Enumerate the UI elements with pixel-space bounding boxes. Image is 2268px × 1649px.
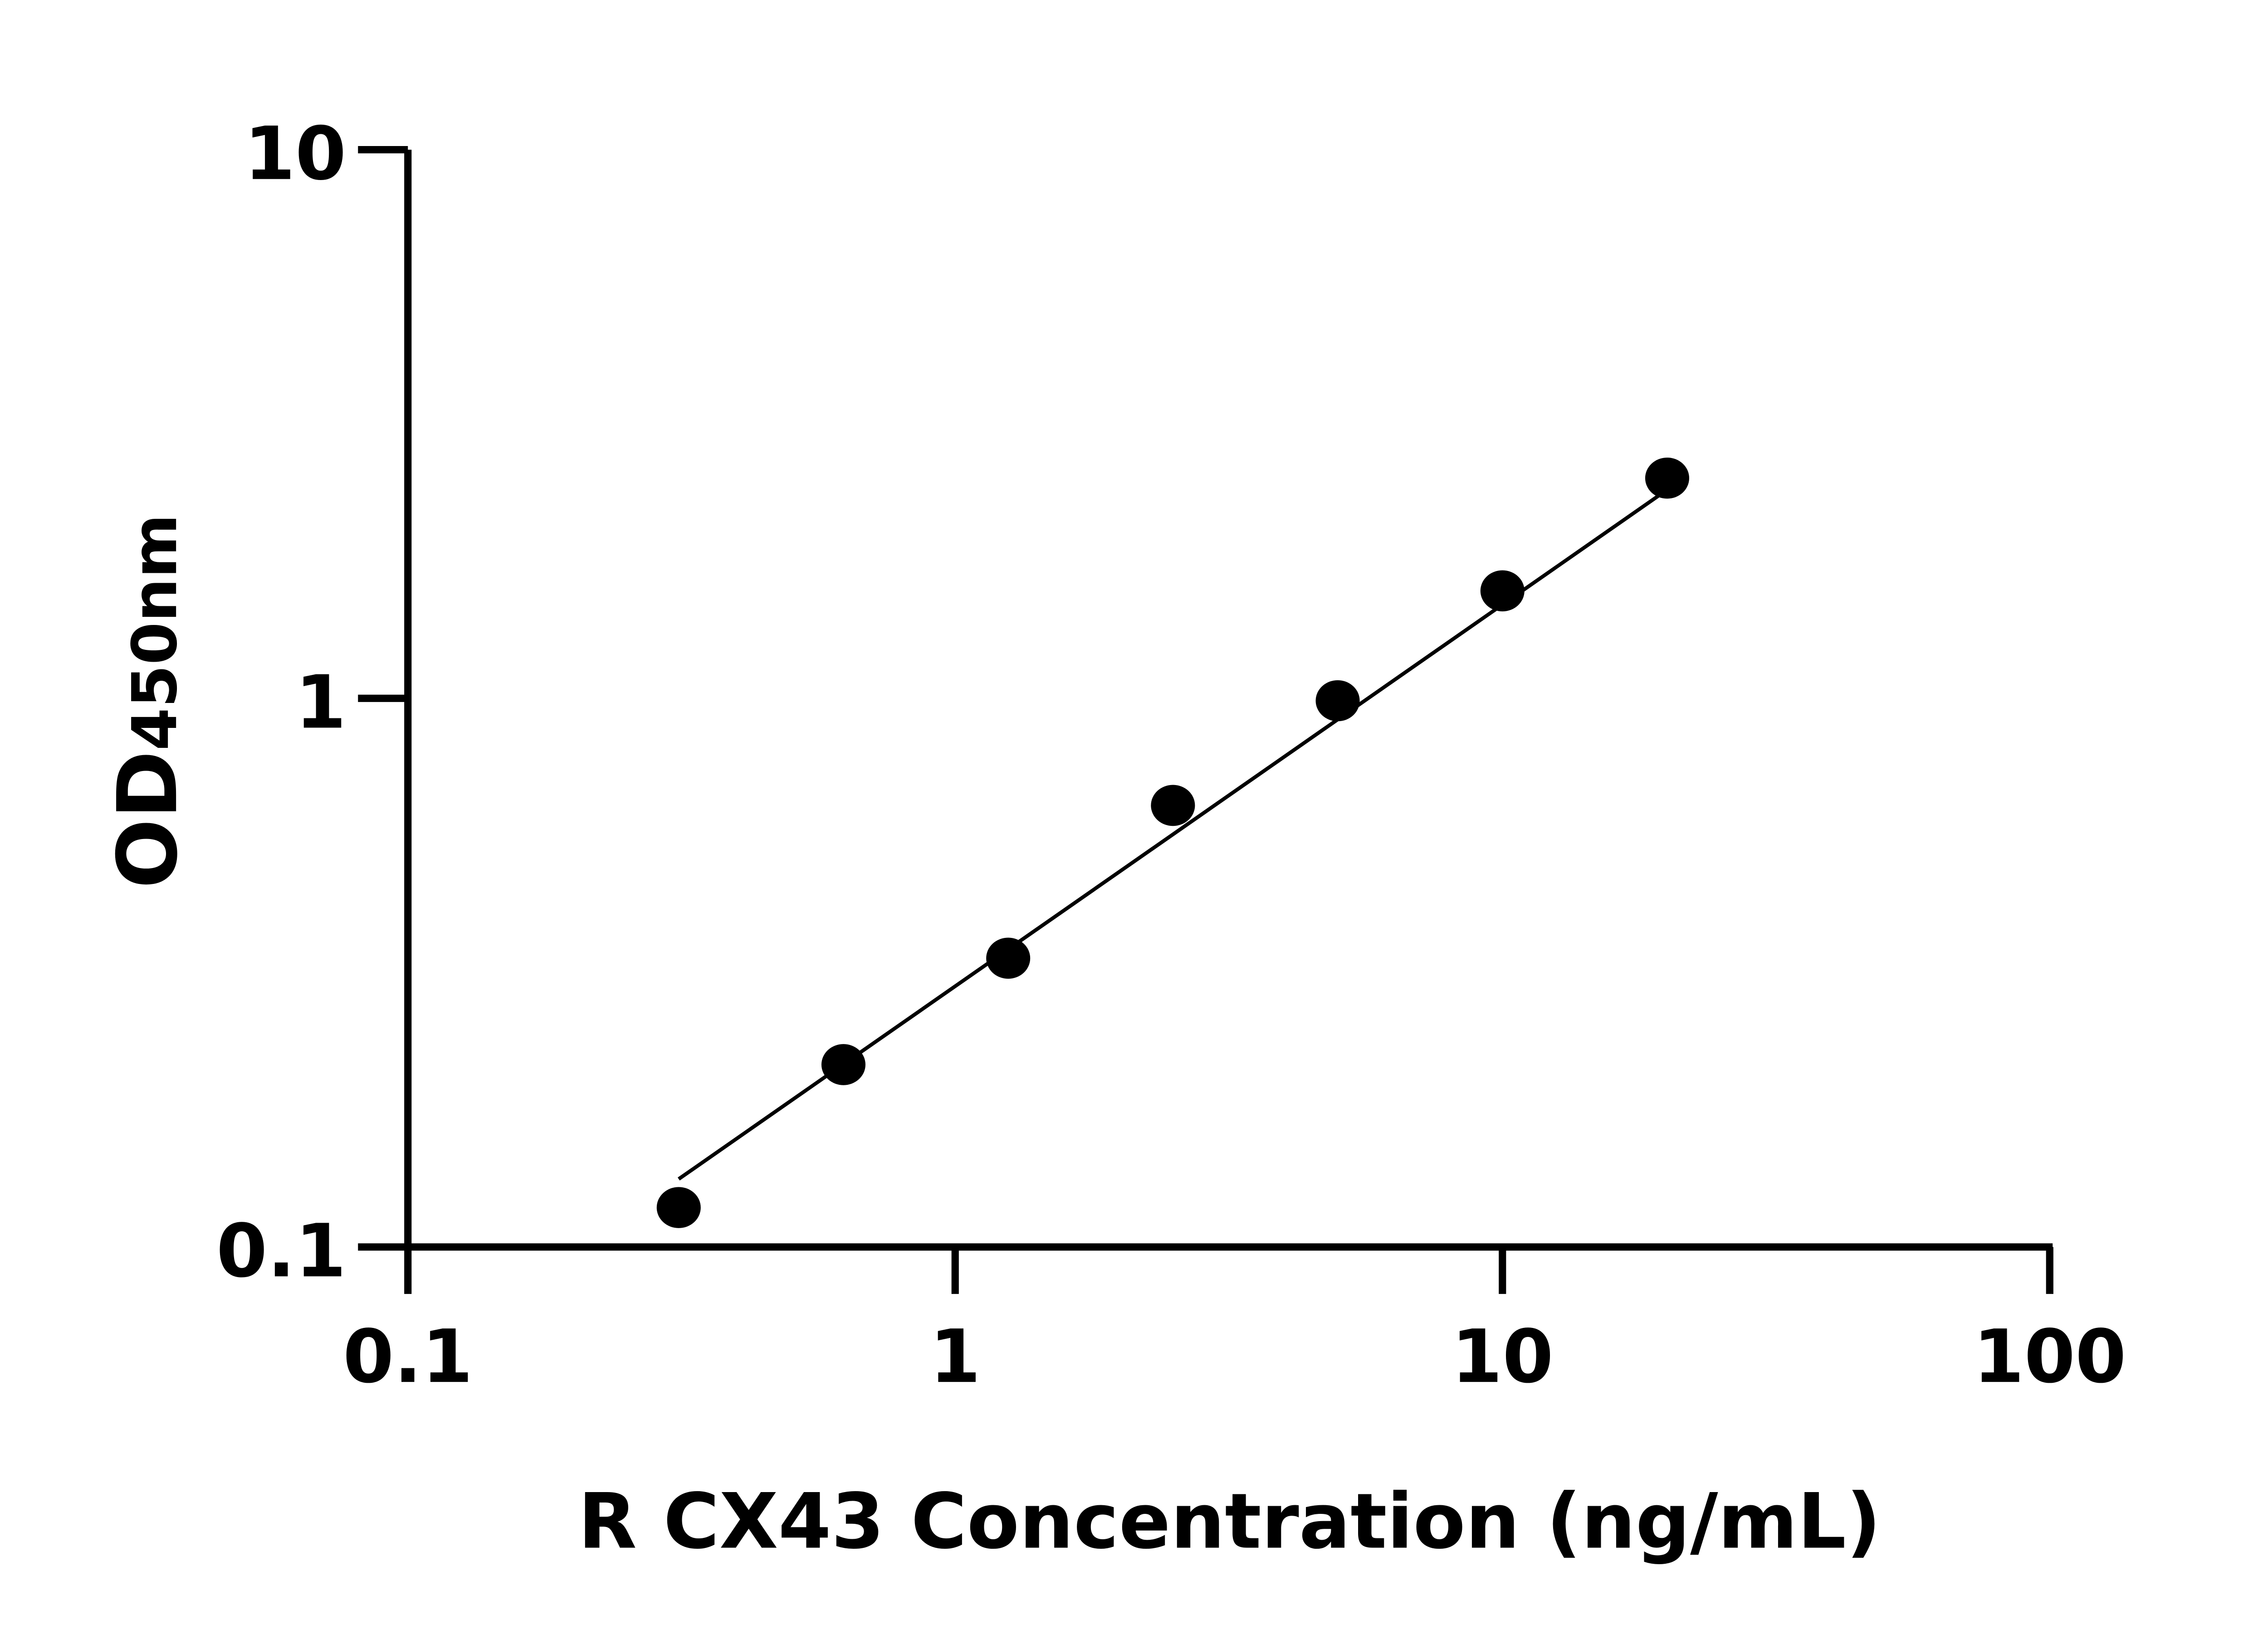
data-point [1480,570,1525,612]
y-axis-label: OD450nm [100,514,196,888]
data-point [821,1044,865,1085]
data-point [1151,785,1195,826]
x-axis-label: R CX43 Concentration (ng/mL) [578,1477,1881,1566]
data-point [656,1187,701,1228]
x-tick-label: 100 [1973,1314,2126,1400]
x-tick-label: 10 [1452,1314,1554,1400]
axes [358,146,2053,1294]
data-point [1645,457,1689,499]
data-point [986,937,1031,979]
y-axis-label-main: OD [100,751,196,888]
tick-labels: 0.1 1 10 100 0.1 1 10 [216,112,2126,1400]
x-tick-label: 0.1 [343,1314,473,1400]
y-tick-label: 10 [244,112,346,197]
y-axis-label-sub: 450nm [119,514,191,751]
data-points [656,457,1689,1228]
y-tick-label: 1 [295,660,347,746]
data-point [1315,680,1360,722]
x-tick-label: 1 [929,1314,981,1400]
y-tick-label: 0.1 [216,1209,346,1294]
